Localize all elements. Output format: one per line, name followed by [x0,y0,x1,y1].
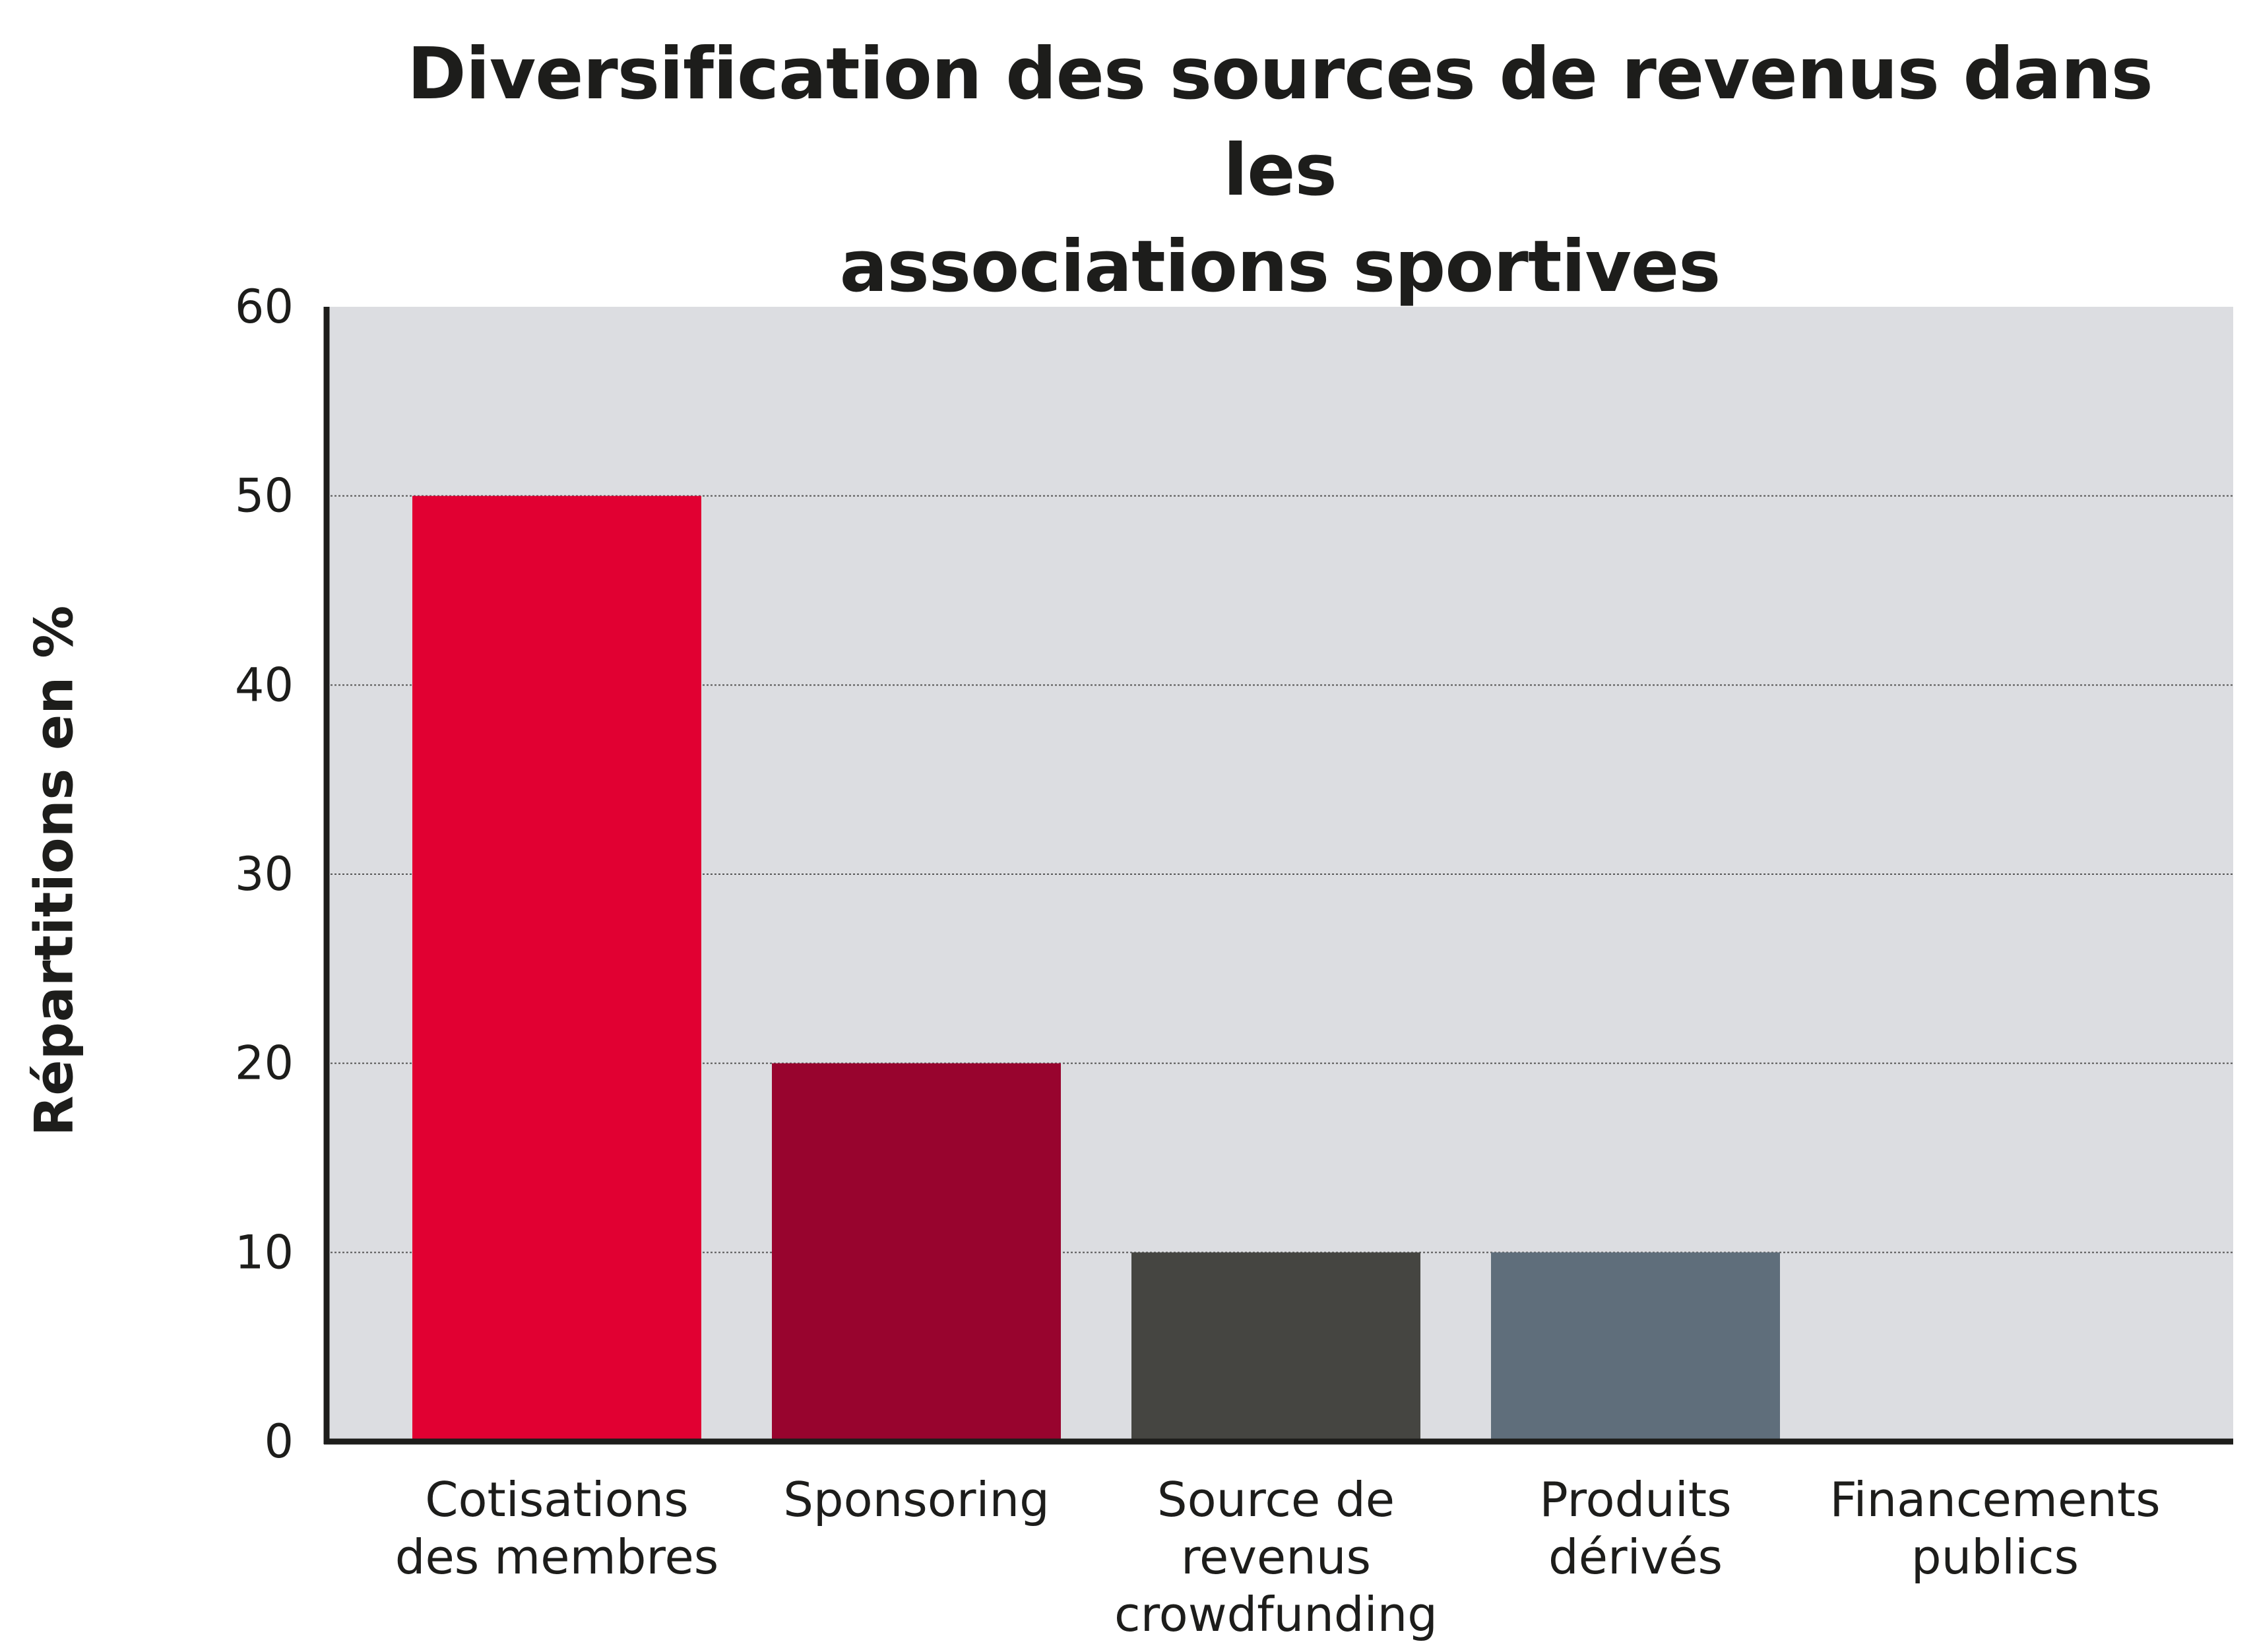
y-tick-label: 10 [235,1225,294,1279]
x-tick-label-line: dérivés [1548,1529,1723,1585]
y-tick-label: 30 [235,847,294,901]
y-tick-label: 20 [235,1036,294,1091]
x-tick-label: Source de revenus crowdfunding [1104,1471,1447,1643]
y-tick-label: 50 [235,469,294,523]
chart-title: Diversification des sources de revenus d… [356,26,2204,315]
chart-title-line-1: Diversification des sources de revenus d… [407,33,2153,212]
y-tick-label: 0 [264,1414,294,1469]
x-tick-label: Sponsoring [745,1471,1088,1529]
x-tick-label-line: publics [1911,1529,2079,1585]
x-tick-label: Financements publics [1824,1471,2167,1586]
x-tick-label-line: Produits [1539,1472,1732,1527]
x-tick-label-line: Financements [1829,1472,2161,1527]
x-tick-label-line: Source de [1157,1472,1395,1527]
x-tick-label-line: revenus [1181,1529,1371,1585]
x-tick-label-line: Sponsoring [783,1472,1050,1527]
y-tick-label: 60 [235,280,294,334]
y-tick-label: 40 [235,658,294,712]
bar [1131,1252,1420,1442]
bar [412,495,701,1442]
bar [772,1063,1061,1442]
x-tick-label-line: des membres [395,1529,719,1585]
chart-title-line-2: associations sportives [839,226,1721,308]
x-tick-label: Produits dérivés [1464,1471,1807,1586]
y-axis-ticks: 0 10 20 30 40 50 60 [235,280,294,1469]
x-tick-label: Cotisations des membres [385,1471,728,1586]
bar [1491,1252,1780,1442]
x-tick-label-line: crowdfunding [1114,1587,1438,1642]
x-tick-label-line: Cotisations [425,1472,689,1527]
bars [412,495,1780,1442]
